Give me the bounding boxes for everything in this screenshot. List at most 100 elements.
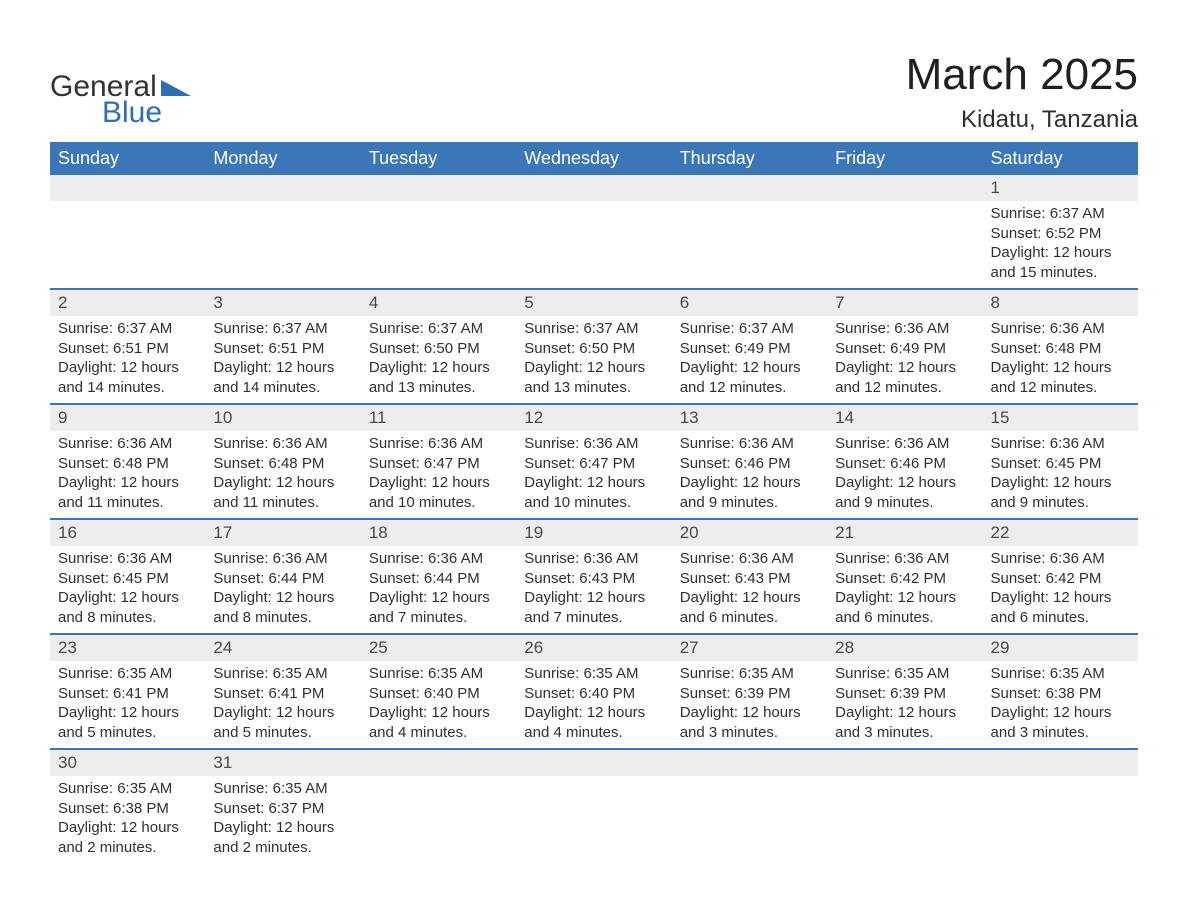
day-number xyxy=(983,749,1138,776)
daylight-text: Daylight: 12 hours and 6 minutes. xyxy=(835,588,974,627)
sunset-text: Sunset: 6:44 PM xyxy=(213,569,352,589)
day-detail-row: Sunrise: 6:36 AMSunset: 6:45 PMDaylight:… xyxy=(50,546,1138,634)
sunrise-text: Sunrise: 6:35 AM xyxy=(680,664,819,684)
daylight-text: Daylight: 12 hours and 10 minutes. xyxy=(524,473,663,512)
sunset-text: Sunset: 6:37 PM xyxy=(213,799,352,819)
day-number-row: 3031 xyxy=(50,749,1138,776)
day-detail-cell: Sunrise: 6:37 AMSunset: 6:50 PMDaylight:… xyxy=(361,316,516,404)
day-number: 11 xyxy=(361,404,516,431)
day-detail-cell xyxy=(516,201,671,289)
daylight-text: Daylight: 12 hours and 5 minutes. xyxy=(213,703,352,742)
day-detail-cell: Sunrise: 6:36 AMSunset: 6:48 PMDaylight:… xyxy=(205,431,360,519)
day-detail-cell xyxy=(827,201,982,289)
sunset-text: Sunset: 6:41 PM xyxy=(58,684,197,704)
sunrise-text: Sunrise: 6:35 AM xyxy=(213,779,352,799)
day-detail-cell xyxy=(983,776,1138,863)
sunset-text: Sunset: 6:49 PM xyxy=(835,339,974,359)
logo-text-blue: Blue xyxy=(102,96,191,130)
day-number: 1 xyxy=(983,175,1138,201)
day-detail-cell: Sunrise: 6:36 AMSunset: 6:44 PMDaylight:… xyxy=(205,546,360,634)
day-detail-cell: Sunrise: 6:37 AMSunset: 6:51 PMDaylight:… xyxy=(50,316,205,404)
sunset-text: Sunset: 6:48 PM xyxy=(58,454,197,474)
daylight-text: Daylight: 12 hours and 10 minutes. xyxy=(369,473,508,512)
sunrise-text: Sunrise: 6:36 AM xyxy=(680,434,819,454)
sunrise-text: Sunrise: 6:36 AM xyxy=(680,549,819,569)
sunset-text: Sunset: 6:38 PM xyxy=(58,799,197,819)
day-detail-cell: Sunrise: 6:36 AMSunset: 6:47 PMDaylight:… xyxy=(516,431,671,519)
daylight-text: Daylight: 12 hours and 15 minutes. xyxy=(991,243,1130,282)
daylight-text: Daylight: 12 hours and 13 minutes. xyxy=(524,358,663,397)
day-number xyxy=(50,175,205,201)
day-detail-cell: Sunrise: 6:36 AMSunset: 6:45 PMDaylight:… xyxy=(983,431,1138,519)
day-detail-cell: Sunrise: 6:37 AMSunset: 6:52 PMDaylight:… xyxy=(983,201,1138,289)
sunrise-text: Sunrise: 6:37 AM xyxy=(369,319,508,339)
daylight-text: Daylight: 12 hours and 9 minutes. xyxy=(991,473,1130,512)
sunrise-text: Sunrise: 6:36 AM xyxy=(991,434,1130,454)
day-detail-cell: Sunrise: 6:36 AMSunset: 6:43 PMDaylight:… xyxy=(516,546,671,634)
day-detail-row: Sunrise: 6:37 AMSunset: 6:51 PMDaylight:… xyxy=(50,316,1138,404)
daylight-text: Daylight: 12 hours and 12 minutes. xyxy=(680,358,819,397)
day-number: 13 xyxy=(672,404,827,431)
day-number: 15 xyxy=(983,404,1138,431)
day-detail-cell xyxy=(516,776,671,863)
day-detail-row: Sunrise: 6:36 AMSunset: 6:48 PMDaylight:… xyxy=(50,431,1138,519)
sunset-text: Sunset: 6:42 PM xyxy=(991,569,1130,589)
day-number xyxy=(672,175,827,201)
sunset-text: Sunset: 6:39 PM xyxy=(680,684,819,704)
sunrise-text: Sunrise: 6:36 AM xyxy=(835,319,974,339)
sunrise-text: Sunrise: 6:35 AM xyxy=(369,664,508,684)
day-number: 26 xyxy=(516,634,671,661)
day-number-row: 1 xyxy=(50,175,1138,201)
daylight-text: Daylight: 12 hours and 2 minutes. xyxy=(58,818,197,857)
daylight-text: Daylight: 12 hours and 8 minutes. xyxy=(213,588,352,627)
day-detail-row: Sunrise: 6:35 AMSunset: 6:41 PMDaylight:… xyxy=(50,661,1138,749)
sunrise-text: Sunrise: 6:36 AM xyxy=(991,549,1130,569)
day-number: 9 xyxy=(50,404,205,431)
logo: General Blue xyxy=(50,50,191,130)
sunset-text: Sunset: 6:50 PM xyxy=(369,339,508,359)
day-number: 6 xyxy=(672,289,827,316)
day-detail-cell: Sunrise: 6:35 AMSunset: 6:41 PMDaylight:… xyxy=(205,661,360,749)
sunset-text: Sunset: 6:52 PM xyxy=(991,224,1130,244)
day-header: Monday xyxy=(205,142,360,175)
daylight-text: Daylight: 12 hours and 4 minutes. xyxy=(369,703,508,742)
sunset-text: Sunset: 6:43 PM xyxy=(680,569,819,589)
daylight-text: Daylight: 12 hours and 3 minutes. xyxy=(680,703,819,742)
day-number-row: 23242526272829 xyxy=(50,634,1138,661)
daylight-text: Daylight: 12 hours and 12 minutes. xyxy=(835,358,974,397)
sunrise-text: Sunrise: 6:36 AM xyxy=(58,434,197,454)
day-header: Wednesday xyxy=(516,142,671,175)
daylight-text: Daylight: 12 hours and 14 minutes. xyxy=(58,358,197,397)
day-header: Thursday xyxy=(672,142,827,175)
day-detail-cell xyxy=(50,201,205,289)
sunset-text: Sunset: 6:43 PM xyxy=(524,569,663,589)
day-number: 12 xyxy=(516,404,671,431)
sunrise-text: Sunrise: 6:36 AM xyxy=(835,434,974,454)
sunrise-text: Sunrise: 6:36 AM xyxy=(369,434,508,454)
day-detail-row: Sunrise: 6:37 AMSunset: 6:52 PMDaylight:… xyxy=(50,201,1138,289)
day-detail-cell: Sunrise: 6:37 AMSunset: 6:51 PMDaylight:… xyxy=(205,316,360,404)
daylight-text: Daylight: 12 hours and 2 minutes. xyxy=(213,818,352,857)
sunrise-text: Sunrise: 6:36 AM xyxy=(991,319,1130,339)
day-number xyxy=(205,175,360,201)
day-number: 27 xyxy=(672,634,827,661)
day-number xyxy=(516,749,671,776)
day-header: Saturday xyxy=(983,142,1138,175)
month-title: March 2025 xyxy=(906,50,1138,100)
day-number: 29 xyxy=(983,634,1138,661)
daylight-text: Daylight: 12 hours and 7 minutes. xyxy=(369,588,508,627)
day-detail-cell: Sunrise: 6:36 AMSunset: 6:49 PMDaylight:… xyxy=(827,316,982,404)
sunset-text: Sunset: 6:39 PM xyxy=(835,684,974,704)
sunrise-text: Sunrise: 6:37 AM xyxy=(991,204,1130,224)
sunrise-text: Sunrise: 6:36 AM xyxy=(835,549,974,569)
sunset-text: Sunset: 6:41 PM xyxy=(213,684,352,704)
daylight-text: Daylight: 12 hours and 6 minutes. xyxy=(991,588,1130,627)
daylight-text: Daylight: 12 hours and 11 minutes. xyxy=(58,473,197,512)
day-number: 14 xyxy=(827,404,982,431)
day-number: 18 xyxy=(361,519,516,546)
day-number: 21 xyxy=(827,519,982,546)
sunrise-text: Sunrise: 6:36 AM xyxy=(524,434,663,454)
sunset-text: Sunset: 6:44 PM xyxy=(369,569,508,589)
sunrise-text: Sunrise: 6:35 AM xyxy=(213,664,352,684)
sunset-text: Sunset: 6:42 PM xyxy=(835,569,974,589)
